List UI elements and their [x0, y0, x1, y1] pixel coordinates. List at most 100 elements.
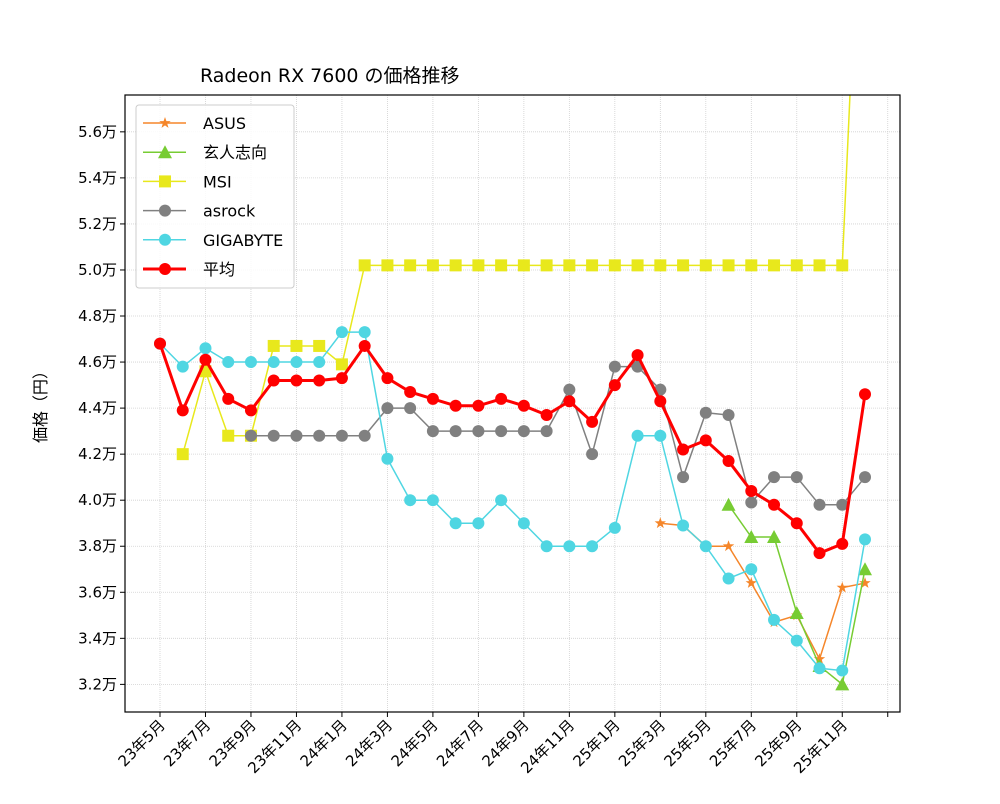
data-point: [608, 360, 621, 373]
data-point: [745, 577, 757, 588]
data-point: [176, 448, 189, 461]
data-point: [699, 259, 712, 272]
data-point: [722, 572, 735, 585]
data-point: [472, 517, 485, 530]
data-point: [677, 259, 690, 272]
data-point: [813, 498, 826, 511]
y-tick-label: 4.6万: [78, 353, 117, 371]
data-point: [472, 259, 485, 272]
data-point: [426, 494, 439, 507]
data-point: [267, 429, 280, 442]
data-point: [608, 379, 621, 392]
x-tick-label: 24年3月: [342, 716, 396, 770]
data-point: [159, 117, 171, 128]
data-point: [449, 517, 462, 530]
data-point: [381, 372, 394, 385]
data-point: [313, 356, 326, 369]
data-point: [540, 425, 553, 438]
data-point: [358, 429, 371, 442]
data-point: [404, 494, 417, 507]
legend-label: GIGABYTE: [203, 231, 283, 250]
series-MSI: [176, 95, 851, 461]
data-point: [768, 498, 781, 511]
x-tick-label: 25年1月: [569, 716, 623, 770]
data-point: [745, 563, 758, 576]
data-point: [313, 374, 326, 387]
data-point: [313, 339, 326, 352]
data-point: [608, 259, 621, 272]
data-point: [472, 425, 485, 438]
data-point: [426, 392, 439, 405]
data-point: [290, 429, 303, 442]
plot-frame: [124, 94, 901, 713]
data-point: [813, 653, 826, 664]
data-point: [335, 429, 348, 442]
data-point: [358, 339, 371, 352]
data-point: [722, 540, 735, 552]
data-point: [722, 259, 735, 272]
data-point: [404, 402, 417, 415]
x-tick-label: 23年7月: [160, 716, 214, 770]
data-point: [244, 356, 257, 369]
data-point: [449, 399, 462, 412]
data-point: [721, 497, 736, 511]
data-point: [159, 175, 171, 188]
data-point: [586, 415, 599, 428]
data-point: [472, 399, 485, 412]
data-point: [654, 395, 667, 408]
data-point: [540, 259, 553, 272]
data-point: [154, 337, 166, 350]
data-point: [244, 429, 257, 442]
x-tick-label: 24年7月: [433, 716, 487, 770]
data-point: [767, 530, 782, 544]
data-point: [381, 259, 394, 272]
data-point: [790, 517, 803, 530]
y-tick-label: 4.0万: [78, 491, 117, 509]
data-point: [335, 372, 348, 385]
data-point: [404, 385, 417, 398]
y-tick-label: 5.4万: [78, 169, 117, 187]
data-point: [540, 409, 553, 422]
data-point: [290, 374, 303, 387]
y-tick-label: 5.6万: [78, 123, 117, 141]
y-tick-label: 3.6万: [78, 583, 117, 601]
data-point: [699, 434, 712, 447]
legend-label: 玄人志向: [203, 143, 267, 162]
y-tick-label: 4.2万: [78, 445, 117, 463]
data-point: [176, 360, 189, 373]
series-line: [159, 331, 866, 672]
data-point: [745, 484, 758, 497]
data-point: [813, 547, 826, 560]
data-point: [449, 425, 462, 438]
data-point: [563, 540, 576, 553]
data-point: [222, 429, 235, 442]
x-tick-label: 23年5月: [115, 716, 169, 770]
data-point: [517, 259, 530, 272]
data-point: [745, 496, 758, 509]
data-point: [244, 404, 257, 417]
data-point: [859, 533, 871, 546]
data-point: [654, 259, 667, 272]
data-point: [836, 537, 849, 550]
data-point: [699, 540, 712, 553]
data-point: [586, 540, 599, 553]
data-point: [836, 581, 848, 593]
data-point: [426, 425, 439, 438]
data-point: [789, 606, 804, 620]
data-point: [790, 259, 803, 272]
data-point: [631, 259, 644, 272]
data-point: [517, 517, 530, 530]
data-point: [381, 452, 394, 465]
data-point: [540, 540, 553, 553]
x-tick-label: 24年1月: [297, 716, 351, 770]
y-tick-label: 4.8万: [78, 307, 117, 325]
data-point: [790, 471, 803, 484]
legend-label: ASUS: [203, 114, 246, 133]
y-tick-label: 5.2万: [78, 215, 117, 233]
data-point: [790, 634, 803, 647]
data-point: [199, 342, 212, 355]
data-point: [835, 677, 850, 691]
legend-label: MSI: [203, 172, 232, 191]
y-axis-label: 価格（円）: [31, 363, 50, 443]
data-point: [159, 204, 171, 217]
